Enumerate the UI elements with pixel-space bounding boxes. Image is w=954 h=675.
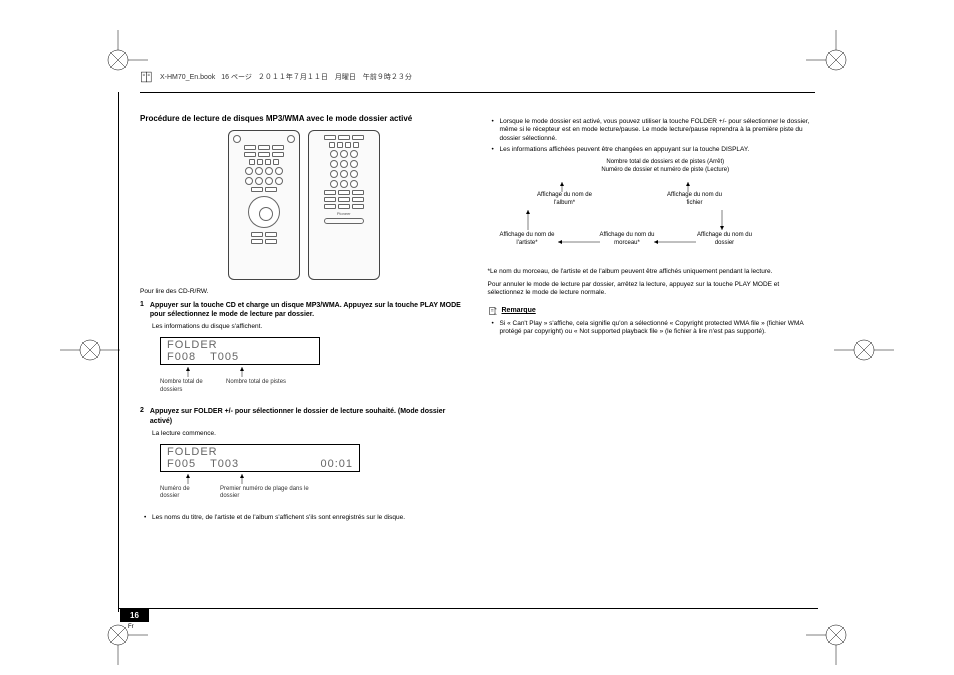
display-2-time: 00:01	[320, 458, 353, 470]
node-filename: Affichage du nom du fichier	[660, 192, 730, 206]
display-1-t: T005	[210, 351, 239, 363]
node-album: Affichage du nom de l'album*	[530, 192, 600, 206]
remote-diagram: Pioneer	[140, 130, 468, 280]
note-asterisk: *Le nom du morceau, de l'artiste et de l…	[488, 268, 816, 276]
header-date-jp: ２０１１年７月１１日 月曜日 午前９時２３分	[258, 72, 412, 82]
header: X-HM70_En.book 16 ページ ２０１１年７月１１日 月曜日 午前９…	[140, 70, 815, 84]
page-lang: Fr	[128, 624, 149, 630]
bullet-end: Les noms du titre, de l'artiste et de l'…	[144, 514, 468, 522]
right-bullet-2: Les informations affichées peuvent être …	[492, 146, 816, 154]
remote-left	[228, 130, 300, 280]
page-footer: 16 Fr	[120, 609, 149, 630]
remarque-title: Remarque	[502, 307, 536, 314]
label-2b: Premier numéro de plage dans le dossier	[220, 486, 320, 500]
left-column: Procédure de lecture de disques MP3/WMA …	[140, 114, 468, 527]
step-1-sub: Les informations du disque s'affichent.	[152, 323, 468, 331]
remote-right: Pioneer	[308, 130, 380, 280]
crop-mark-mr	[834, 320, 894, 380]
node-track: Affichage du nom du morceau*	[600, 232, 655, 246]
header-rule	[140, 92, 815, 93]
note-icon	[488, 306, 498, 316]
display-2-labels: Numéro de dossier Premier numéro de plag…	[160, 474, 360, 510]
crop-mark-tl	[88, 30, 148, 90]
right-column: Lorsque le mode dossier est activé, vous…	[488, 114, 816, 527]
step-num-2: 2	[140, 407, 144, 425]
info-top-labels: Nombre total de dossiers et de pistes (A…	[516, 159, 816, 175]
section-title: Procédure de lecture de disques MP3/WMA …	[140, 114, 468, 124]
arrow-icon	[184, 367, 192, 379]
page-content: X-HM70_En.book 16 ページ ２０１１年７月１１日 月曜日 午前９…	[140, 70, 815, 625]
cancel-text: Pour annuler le mode de lecture par doss…	[488, 281, 816, 298]
crop-mark-tr	[806, 30, 866, 90]
display-2: FOLDER F005 T003 00:01	[160, 444, 360, 472]
step-2: 2 Appuyez sur FOLDER +/- pour sélectionn…	[140, 407, 468, 425]
book-icon	[140, 70, 154, 84]
label-1a: Nombre total de dossiers	[160, 379, 220, 393]
side-line-left	[118, 92, 119, 612]
step-2-text: Appuyez sur FOLDER +/- pour sélectionner…	[150, 408, 445, 424]
header-page-jp: 16 ページ	[221, 72, 252, 82]
right-bullet-1: Lorsque le mode dossier est activé, vous…	[492, 118, 816, 143]
intro-text: Pour lire des CD-R/RW.	[140, 288, 468, 296]
step-1-text: Appuyer sur la touche CD et charge un di…	[150, 302, 461, 318]
step-1: 1 Appuyer sur la touche CD et charge un …	[140, 301, 468, 319]
display-2-row1: FOLDER	[161, 445, 359, 458]
arrow-icon	[184, 474, 192, 486]
crop-mark-ml	[60, 320, 120, 380]
crop-mark-br	[806, 605, 866, 665]
header-filename: X-HM70_En.book	[160, 74, 215, 81]
display-1: FOLDER F008 T005	[160, 337, 320, 365]
label-2a: Numéro de dossier	[160, 486, 210, 500]
display-1-f: F008	[167, 351, 196, 363]
display-2-t: T003	[210, 458, 239, 470]
display-2-f: F005	[167, 458, 196, 470]
arrow-icon	[238, 474, 246, 486]
remarque-bullet: Si « Can't Play » s'affiche, cela signif…	[492, 320, 816, 337]
display-1-labels: Nombre total de dossiers Nombre total de…	[160, 367, 360, 403]
node-folder: Affichage du nom du dossier	[695, 232, 755, 246]
page-number: 16	[120, 609, 149, 622]
step-2-sub: La lecture commence.	[152, 430, 468, 438]
arrow-icon	[238, 367, 246, 379]
display-1-row1: FOLDER	[161, 338, 319, 351]
node-artist: Affichage du nom de l'artiste*	[500, 232, 555, 246]
display-cycle-diagram: Affichage du nom de l'album* Affichage d…	[500, 182, 760, 262]
label-1b: Nombre total de pistes	[226, 379, 316, 386]
step-num-1: 1	[140, 301, 144, 319]
remarque-heading: Remarque	[488, 306, 816, 316]
